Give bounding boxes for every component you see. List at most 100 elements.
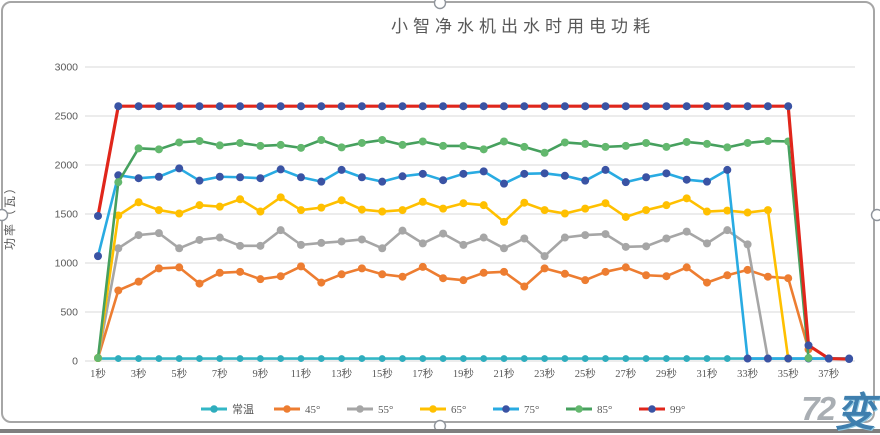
data-point bbox=[358, 235, 366, 243]
selection-handle-top[interactable] bbox=[435, 0, 446, 9]
gridlines bbox=[85, 67, 855, 361]
data-point bbox=[459, 199, 467, 207]
data-point bbox=[115, 355, 122, 362]
y-tick-label: 2500 bbox=[55, 111, 79, 123]
series-99° bbox=[94, 102, 853, 363]
data-point bbox=[297, 262, 305, 270]
data-point bbox=[642, 271, 650, 279]
data-point bbox=[622, 355, 629, 362]
data-point bbox=[541, 149, 549, 157]
data-point bbox=[602, 143, 610, 151]
data-point bbox=[520, 143, 528, 151]
x-tick-label: 31秒 bbox=[697, 367, 719, 380]
data-point bbox=[622, 263, 630, 271]
data-point bbox=[378, 244, 386, 252]
data-point bbox=[114, 244, 122, 252]
data-point bbox=[135, 174, 143, 182]
data-point bbox=[379, 355, 386, 362]
data-point bbox=[723, 271, 731, 279]
x-tick-label: 25秒 bbox=[575, 367, 597, 380]
data-point bbox=[135, 278, 143, 286]
x-tick-label: 27秒 bbox=[615, 367, 637, 380]
data-point bbox=[581, 231, 589, 239]
data-point bbox=[135, 198, 143, 206]
legend-item-85°: 85° bbox=[566, 404, 612, 416]
data-point bbox=[135, 231, 143, 239]
selection-handle-right[interactable] bbox=[872, 210, 880, 221]
x-tick-label: 7秒 bbox=[212, 367, 228, 380]
data-point bbox=[338, 143, 346, 151]
data-point bbox=[277, 226, 285, 234]
data-point bbox=[256, 242, 264, 250]
data-point bbox=[520, 199, 528, 207]
legend-item-常温: 常温 bbox=[201, 403, 254, 416]
data-point bbox=[723, 102, 731, 110]
data-point bbox=[358, 139, 366, 147]
legend-marker bbox=[356, 405, 364, 413]
data-point bbox=[581, 177, 589, 185]
data-point bbox=[216, 102, 224, 110]
data-point bbox=[156, 355, 163, 362]
data-point bbox=[236, 102, 244, 110]
data-point bbox=[236, 242, 244, 250]
data-point bbox=[744, 355, 752, 363]
x-tick-label: 33秒 bbox=[737, 367, 759, 380]
data-point bbox=[764, 206, 772, 214]
legend-item-45°: 45° bbox=[274, 404, 320, 416]
data-point bbox=[196, 137, 204, 145]
legend-label: 65° bbox=[451, 404, 466, 416]
data-point bbox=[703, 178, 711, 186]
data-point bbox=[561, 138, 569, 146]
data-point bbox=[237, 355, 244, 362]
data-point bbox=[622, 142, 630, 150]
data-point bbox=[683, 355, 690, 362]
data-point bbox=[581, 140, 589, 148]
data-point bbox=[723, 143, 731, 151]
data-point bbox=[358, 264, 366, 272]
data-point bbox=[359, 355, 366, 362]
data-point bbox=[622, 178, 630, 186]
data-point bbox=[196, 177, 204, 185]
data-point bbox=[114, 102, 122, 110]
data-point bbox=[277, 102, 285, 110]
data-point bbox=[663, 355, 670, 362]
data-point bbox=[764, 102, 772, 110]
data-point bbox=[439, 205, 447, 213]
data-point bbox=[520, 283, 528, 291]
data-point bbox=[562, 355, 569, 362]
data-point bbox=[541, 102, 549, 110]
x-tick-label: 17秒 bbox=[412, 367, 434, 380]
legend-item-99°: 99° bbox=[639, 404, 685, 416]
legend-marker bbox=[502, 405, 510, 413]
data-point bbox=[480, 167, 488, 175]
data-point bbox=[277, 165, 285, 173]
data-point bbox=[459, 142, 467, 150]
data-point bbox=[703, 279, 711, 287]
data-point bbox=[236, 195, 244, 203]
data-point bbox=[399, 141, 407, 149]
data-point bbox=[94, 252, 102, 260]
data-point bbox=[703, 208, 711, 216]
data-point bbox=[784, 274, 792, 282]
legend-label: 85° bbox=[597, 404, 612, 416]
data-point bbox=[378, 208, 386, 216]
data-point bbox=[175, 263, 183, 271]
data-point bbox=[236, 173, 244, 181]
data-point bbox=[724, 355, 731, 362]
data-point bbox=[723, 166, 731, 174]
data-point bbox=[216, 141, 224, 149]
data-point bbox=[703, 140, 711, 148]
data-point bbox=[419, 137, 427, 145]
data-point bbox=[744, 102, 752, 110]
data-point bbox=[196, 102, 204, 110]
data-point bbox=[744, 209, 752, 217]
data-point bbox=[683, 263, 691, 271]
data-point bbox=[602, 166, 610, 174]
data-point bbox=[723, 226, 731, 234]
data-point bbox=[297, 206, 305, 214]
data-point bbox=[399, 206, 407, 214]
selection-handle-left[interactable] bbox=[0, 210, 8, 221]
data-point bbox=[114, 178, 122, 186]
data-point bbox=[317, 136, 325, 144]
data-point bbox=[480, 201, 488, 209]
